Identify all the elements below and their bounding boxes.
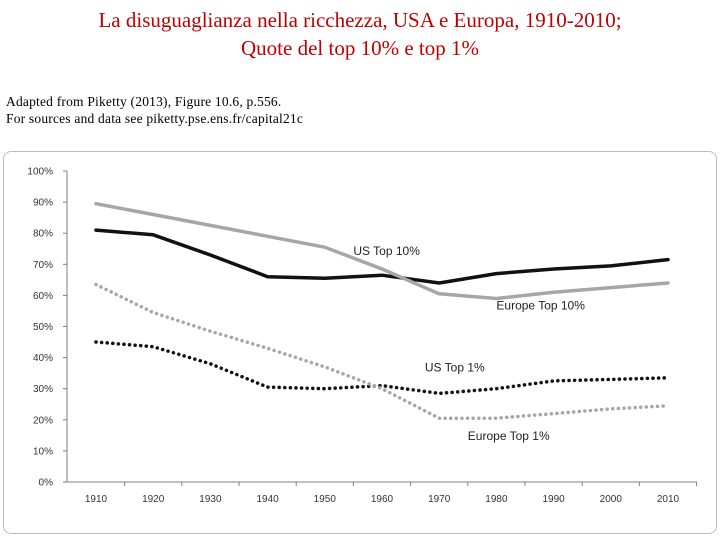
x-tick-label: 1950: [314, 494, 337, 505]
y-tick-label: 90%: [33, 198, 53, 209]
title-line-2: Quote del top 10% e top 1%: [241, 36, 479, 60]
y-tick-label: 20%: [33, 415, 53, 426]
y-tick-label: 10%: [33, 446, 53, 457]
chart-frame: [3, 151, 717, 534]
y-tick-label: 70%: [33, 260, 53, 271]
y-tick-label: 0%: [39, 478, 54, 489]
x-tick-label: 1920: [142, 494, 165, 505]
series-line-us-top-10: [94, 228, 670, 285]
source-note: Adapted from Piketty (2013), Figure 10.6…: [6, 93, 303, 127]
series-label-us-top-1: US Top 1%: [425, 361, 485, 375]
series-line-europe-top-10: [94, 201, 670, 301]
y-tick-label: 30%: [33, 384, 53, 395]
series-label-us-top-10: US Top 10%: [353, 244, 420, 258]
y-tick-label: 100%: [27, 167, 53, 178]
y-tick-label: 50%: [33, 322, 53, 333]
title-line-1: La disuguaglianza nella ricchezza, USA e…: [98, 8, 622, 32]
series-line-europe-top-1: [94, 282, 670, 420]
series-label-europe-top-10: Europe Top 10%: [496, 298, 585, 312]
x-tick-label: 1940: [256, 494, 279, 505]
x-tick-label: 1930: [199, 494, 222, 505]
x-tick-label: 2000: [600, 494, 623, 505]
x-tick-label: 1980: [485, 494, 508, 505]
x-tick-label: 1990: [542, 494, 565, 505]
x-tick-label: 1970: [428, 494, 451, 505]
x-tick-label: 1910: [85, 494, 108, 505]
source-line-1: Adapted from Piketty (2013), Figure 10.6…: [6, 94, 282, 109]
x-tick-label: 2010: [657, 494, 680, 505]
page-title: La disuguaglianza nella ricchezza, USA e…: [0, 6, 720, 62]
y-tick-label: 80%: [33, 229, 53, 240]
y-tick-label: 40%: [33, 353, 53, 364]
x-tick-label: 1960: [371, 494, 394, 505]
source-line-2: For sources and data see piketty.pse.ens…: [6, 111, 304, 126]
series-label-europe-top-1: Europe Top 1%: [468, 429, 550, 443]
y-tick-label: 60%: [33, 291, 53, 302]
series-line-us-top-1: [94, 340, 670, 396]
